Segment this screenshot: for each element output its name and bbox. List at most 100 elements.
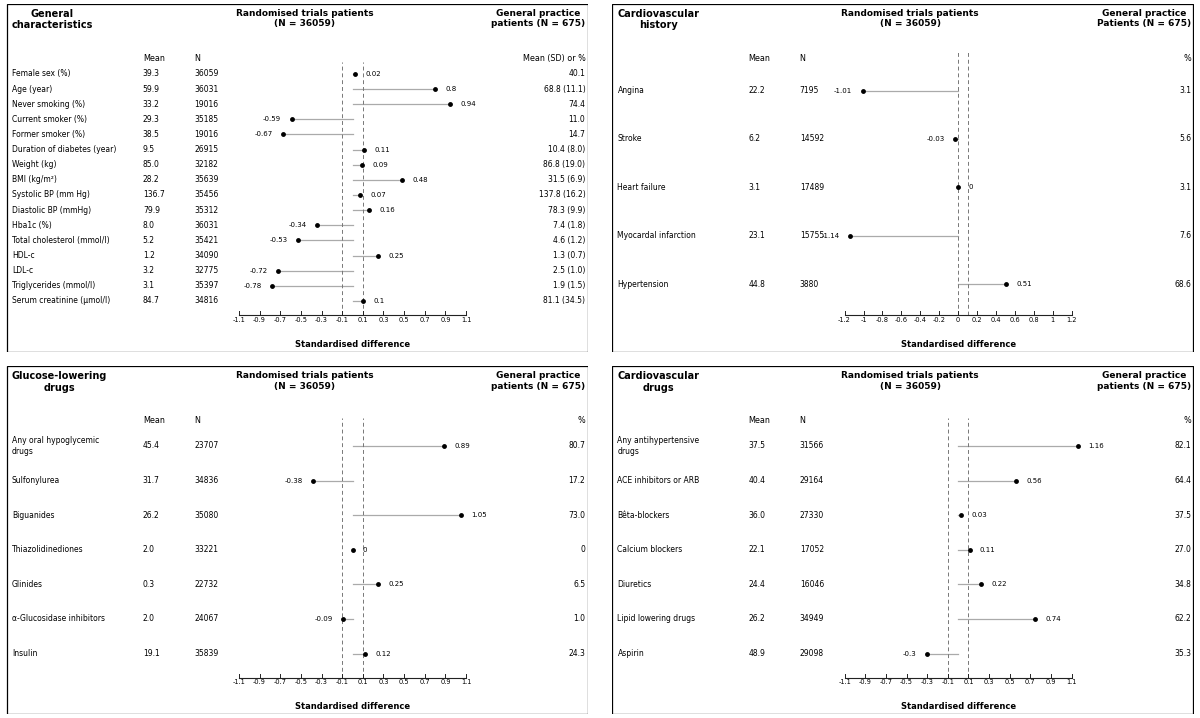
Text: General practice
Patients (N = 675): General practice Patients (N = 675) [1097,9,1192,28]
Text: 78.3 (9.9): 78.3 (9.9) [548,205,586,215]
Text: 3.1: 3.1 [143,281,155,290]
Text: 0: 0 [581,545,586,554]
Text: 31.5 (6.9): 31.5 (6.9) [548,175,586,185]
Text: 27330: 27330 [799,510,824,520]
Text: 0.1: 0.1 [373,298,384,304]
Text: -0.8: -0.8 [876,317,889,323]
Text: -1.1: -1.1 [233,317,245,323]
Text: 0: 0 [362,547,367,553]
Text: 82.1: 82.1 [1175,442,1192,450]
Text: HDL-c: HDL-c [12,251,35,260]
Text: 0: 0 [956,317,960,323]
Text: Female sex (%): Female sex (%) [12,70,71,78]
Text: -1.01: -1.01 [834,88,852,93]
Text: 0.02: 0.02 [365,71,380,77]
Text: 34.8: 34.8 [1175,580,1192,589]
Text: 35397: 35397 [194,281,218,290]
Text: 0.2: 0.2 [972,317,983,323]
Text: 0.22: 0.22 [991,582,1007,587]
Text: 0.9: 0.9 [440,317,451,323]
Text: Age (year): Age (year) [12,85,52,93]
Text: -0.34: -0.34 [289,223,307,228]
Text: 0.1: 0.1 [964,679,973,685]
Text: General
characteristics: General characteristics [12,9,94,30]
Text: -0.03: -0.03 [926,136,944,142]
Text: 39.3: 39.3 [143,70,160,78]
Text: 15755: 15755 [799,231,824,241]
Text: -1.2: -1.2 [838,317,851,323]
Text: Randomised trials patients
(N = 36059): Randomised trials patients (N = 36059) [235,9,373,28]
Text: 1.2: 1.2 [143,251,155,260]
Text: 85.0: 85.0 [143,160,160,169]
Text: Glucose-lowering
drugs: Glucose-lowering drugs [12,371,107,393]
Text: -0.6: -0.6 [895,317,908,323]
Text: Glinides: Glinides [12,580,43,589]
Text: Angina: Angina [618,86,644,95]
Text: 73.0: 73.0 [569,510,586,520]
Text: 38.5: 38.5 [143,130,160,139]
Text: 84.7: 84.7 [143,297,160,305]
Text: 36031: 36031 [194,85,218,93]
Text: %: % [1183,54,1192,63]
Text: 2.5 (1.0): 2.5 (1.0) [553,266,586,275]
Text: 0: 0 [968,185,973,190]
Text: 26915: 26915 [194,145,218,154]
Text: 40.4: 40.4 [749,476,766,485]
Text: 0.5: 0.5 [398,317,409,323]
Text: 1: 1 [1051,317,1055,323]
Text: %: % [1183,416,1192,426]
Text: 0.74: 0.74 [1045,616,1061,622]
Text: -0.59: -0.59 [263,116,281,122]
Text: 0.9: 0.9 [440,679,451,685]
Text: 22732: 22732 [194,580,218,589]
Text: BMI (kg/m²): BMI (kg/m²) [12,175,56,185]
Text: 36059: 36059 [194,70,218,78]
Text: Weight (kg): Weight (kg) [12,160,56,169]
Text: 31566: 31566 [799,442,824,450]
Text: 31.7: 31.7 [143,476,160,485]
Text: Mean (SD) or %: Mean (SD) or % [522,54,586,63]
Text: 1.16: 1.16 [1088,443,1104,449]
Text: 7.6: 7.6 [1178,231,1192,241]
Text: 1.1: 1.1 [461,679,472,685]
Text: -0.1: -0.1 [336,317,349,323]
Text: Standardised difference: Standardised difference [900,340,1015,348]
Text: 35312: 35312 [194,205,218,215]
Text: 6.2: 6.2 [749,134,761,144]
Text: 2.0: 2.0 [143,545,155,554]
Text: 26.2: 26.2 [749,615,766,623]
Text: 0.25: 0.25 [389,253,404,258]
Text: 80.7: 80.7 [569,442,586,450]
Text: 29164: 29164 [799,476,824,485]
Text: 0.5: 0.5 [398,679,409,685]
Text: 7195: 7195 [799,86,820,95]
Text: 0.1: 0.1 [358,679,368,685]
Text: 17489: 17489 [799,183,824,192]
Text: 14.7: 14.7 [569,130,586,139]
Text: Cardiovascular
history: Cardiovascular history [618,9,700,30]
Text: -0.1: -0.1 [336,679,349,685]
Text: 1.2: 1.2 [1067,317,1076,323]
Text: 7.4 (1.8): 7.4 (1.8) [553,220,586,230]
Text: 0.56: 0.56 [1026,477,1042,484]
Text: 0.94: 0.94 [460,101,475,107]
Text: -0.9: -0.9 [253,679,266,685]
Text: 0.6: 0.6 [1009,317,1020,323]
Text: 36.0: 36.0 [749,510,766,520]
Text: 3880: 3880 [799,280,818,289]
Text: -0.67: -0.67 [254,131,272,137]
Text: -0.1: -0.1 [941,679,954,685]
Text: -0.53: -0.53 [269,238,287,243]
Text: Standardised difference: Standardised difference [295,340,410,348]
Text: 64.4: 64.4 [1174,476,1192,485]
Text: 59.9: 59.9 [143,85,160,93]
Text: N: N [194,416,200,426]
Text: 0.5: 0.5 [1004,679,1015,685]
Text: 0.3: 0.3 [984,679,995,685]
Text: 6.5: 6.5 [574,580,586,589]
Text: Randomised trials patients
(N = 36059): Randomised trials patients (N = 36059) [235,371,373,391]
Text: Mean: Mean [749,54,770,63]
Text: 0.12: 0.12 [376,651,391,656]
Text: -0.09: -0.09 [314,616,332,622]
Text: Systolic BP (mm Hg): Systolic BP (mm Hg) [12,190,90,200]
